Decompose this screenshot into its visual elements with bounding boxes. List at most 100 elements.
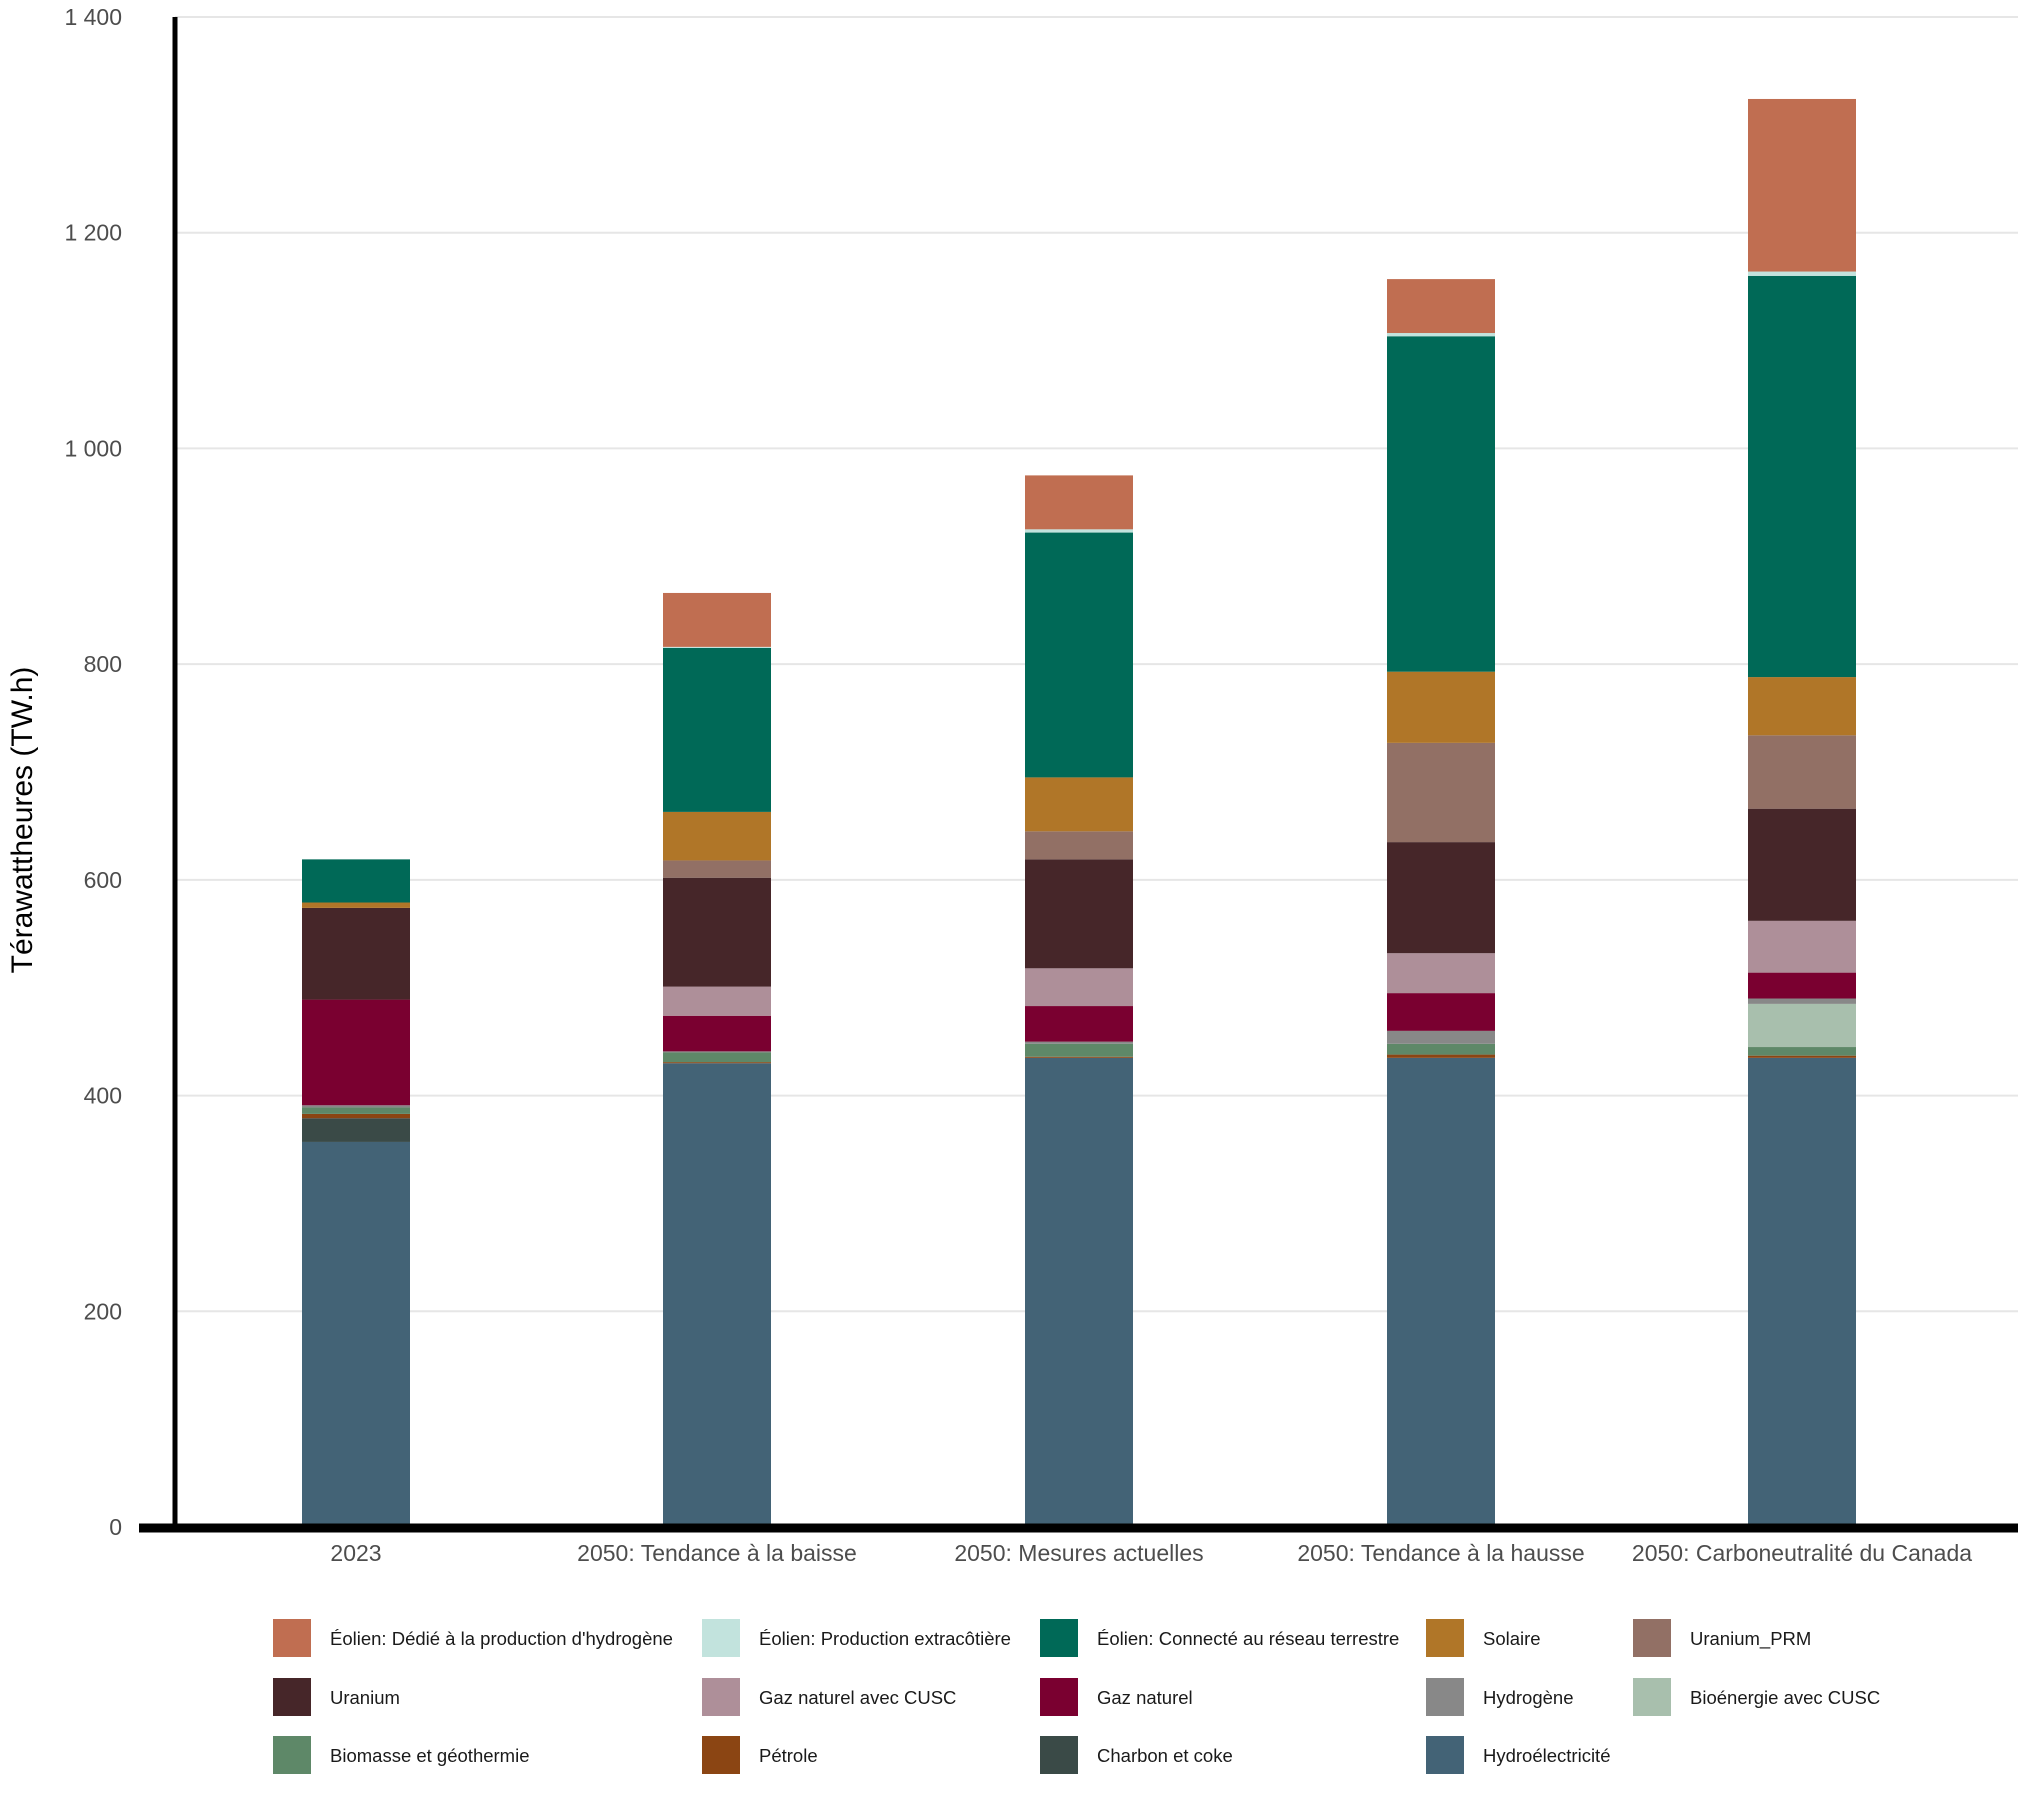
y-axis-label: Térawattheures (TW.h)	[6, 667, 39, 974]
bar-segment-eolien-connecte-au-reseau-terrestre-2050-carboneutralite-du-canada	[1748, 275, 1856, 678]
y-tick-label-400: 400	[84, 1083, 122, 1109]
legend-swatch-charbon-et-coke	[1040, 1736, 1078, 1774]
legend-swatch-uranium	[273, 1678, 311, 1716]
x-category-label-2050-tendance-a-la-baisse: 2050: Tendance à la baisse	[577, 1540, 857, 1566]
bar-segment-gaz-naturel-2050-mesures-actuelles	[1025, 1006, 1133, 1042]
bar-segment-gaz-naturel-2023	[302, 999, 410, 1106]
bar-segment-solaire-2050-tendance-a-la-hausse	[1387, 671, 1495, 743]
bar-segment-gaz-naturel-avec-cusc-2050-mesures-actuelles	[1025, 968, 1133, 1007]
bar-segment-hydrogene-2050-mesures-actuelles	[1025, 1041, 1133, 1044]
bar-segment-eolien-production-extracotiere-2050-carboneutralite-du-canada	[1748, 271, 1856, 276]
legend-swatch-eolien-production-extracotiere	[702, 1619, 740, 1657]
bar-segment-uranium-2050-mesures-actuelles	[1025, 859, 1133, 969]
legend-swatch-hydrogene	[1426, 1678, 1464, 1716]
y-tick-label-1200: 1 200	[64, 220, 122, 246]
legend-item-eolien-connecte-au-reseau-terrestre: Éolien: Connecté au réseau terrestre	[1040, 1619, 1399, 1657]
legend-swatch-gaz-naturel-avec-cusc	[702, 1678, 740, 1716]
legend-label-solaire: Solaire	[1483, 1628, 1541, 1649]
bar-segment-uranium-2050-tendance-a-la-hausse	[1387, 842, 1495, 954]
legend-item-uranium: Uranium	[273, 1678, 400, 1716]
legend-label-eolien-dedie-a-la-production-d-hydrogene: Éolien: Dédié à la production d'hydrogèn…	[330, 1628, 673, 1649]
legend-label-bioenergie-avec-cusc: Bioénergie avec CUSC	[1690, 1687, 1880, 1708]
bar-segment-eolien-connecte-au-reseau-terrestre-2050-mesures-actuelles	[1025, 532, 1133, 778]
legend-swatch-uranium-prm	[1633, 1619, 1671, 1657]
y-tick-label-600: 600	[84, 867, 122, 893]
bar-segment-solaire-2050-tendance-a-la-baisse	[663, 811, 771, 861]
bar-segment-uranium-2050-tendance-a-la-baisse	[663, 877, 771, 987]
bar-segment-solaire-2050-mesures-actuelles	[1025, 777, 1133, 832]
legend-swatch-biomasse-et-geothermie	[273, 1736, 311, 1774]
bar-segment-eolien-dedie-a-la-production-d-hydrogene-2050-mesures-actuelles	[1025, 475, 1133, 530]
x-category-label-2023: 2023	[330, 1540, 381, 1566]
bar-segment-petrole-2050-tendance-a-la-baisse	[663, 1062, 771, 1064]
legend-item-bioenergie-avec-cusc: Bioénergie avec CUSC	[1633, 1678, 1880, 1716]
legend-swatch-hydroelectricite	[1426, 1736, 1464, 1774]
legend-label-uranium-prm: Uranium_PRM	[1690, 1628, 1811, 1650]
bar-segment-gaz-naturel-2050-tendance-a-la-hausse	[1387, 993, 1495, 1031]
legend-item-charbon-et-coke: Charbon et coke	[1040, 1736, 1233, 1774]
bar-segment-petrole-2050-carboneutralite-du-canada	[1748, 1055, 1856, 1058]
legend-item-petrole: Pétrole	[702, 1736, 818, 1774]
legend-swatch-petrole	[702, 1736, 740, 1774]
bar-segment-petrole-2050-tendance-a-la-hausse	[1387, 1054, 1495, 1058]
bar-segment-biomasse-et-geothermie-2050-tendance-a-la-baisse	[663, 1052, 771, 1063]
legend-label-eolien-connecte-au-reseau-terrestre: Éolien: Connecté au réseau terrestre	[1097, 1628, 1399, 1649]
bar-segment-eolien-production-extracotiere-2050-mesures-actuelles	[1025, 529, 1133, 533]
bar-segment-gaz-naturel-2050-tendance-a-la-baisse	[663, 1015, 771, 1052]
bar-stack-2050-mesures-actuelles	[1025, 475, 1133, 1527]
legend-label-petrole: Pétrole	[759, 1745, 818, 1766]
bar-segment-biomasse-et-geothermie-2023	[302, 1107, 410, 1114]
bar-segment-petrole-2050-mesures-actuelles	[1025, 1056, 1133, 1058]
bar-segment-uranium-2050-carboneutralite-du-canada	[1748, 808, 1856, 921]
legend-swatch-bioenergie-avec-cusc	[1633, 1678, 1671, 1716]
x-category-label-2050-tendance-a-la-hausse: 2050: Tendance à la hausse	[1297, 1540, 1584, 1566]
legend-swatch-solaire	[1426, 1619, 1464, 1657]
bar-segment-eolien-connecte-au-reseau-terrestre-2050-tendance-a-la-baisse	[663, 647, 771, 812]
legend-label-hydrogene: Hydrogène	[1483, 1687, 1574, 1708]
bar-segment-hydrogene-2023	[302, 1105, 410, 1108]
bar-stack-2050-tendance-a-la-hausse	[1387, 279, 1495, 1527]
bar-segment-hydroelectricite-2050-mesures-actuelles	[1025, 1057, 1133, 1527]
legend-label-biomasse-et-geothermie: Biomasse et géothermie	[330, 1745, 530, 1766]
x-category-labels: 2023 2050: Tendance à la baisse 2050: Mesu…	[330, 1540, 1972, 1566]
bar-segment-eolien-dedie-a-la-production-d-hydrogene-2050-tendance-a-la-baisse	[663, 592, 771, 647]
bar-segment-uranium-prm-2050-tendance-a-la-baisse	[663, 860, 771, 878]
legend-label-gaz-naturel: Gaz naturel	[1097, 1687, 1193, 1708]
bar-segment-bioenergie-avec-cusc-2050-carboneutralite-du-canada	[1748, 1003, 1856, 1048]
bar-segment-eolien-dedie-a-la-production-d-hydrogene-2050-tendance-a-la-hausse	[1387, 279, 1495, 334]
bar-segment-hydroelectricite-2050-tendance-a-la-hausse	[1387, 1057, 1495, 1527]
bar-segment-petrole-2023	[302, 1113, 410, 1119]
legend-item-hydroelectricite: Hydroélectricité	[1426, 1736, 1611, 1774]
bar-segment-eolien-dedie-a-la-production-d-hydrogene-2050-carboneutralite-du-canada	[1748, 98, 1856, 272]
legend-item-gaz-naturel: Gaz naturel	[1040, 1678, 1193, 1716]
y-tick-label-800: 800	[84, 651, 122, 677]
bar-segment-biomasse-et-geothermie-2050-mesures-actuelles	[1025, 1043, 1133, 1057]
y-tick-label-0: 0	[109, 1514, 122, 1540]
x-category-label-2050-carboneutralite-du-canada: 2050: Carboneutralité du Canada	[1632, 1540, 1972, 1566]
bar-segment-uranium-prm-2050-tendance-a-la-hausse	[1387, 742, 1495, 843]
bar-segment-gaz-naturel-avec-cusc-2050-carboneutralite-du-canada	[1748, 920, 1856, 973]
legend: Éolien: Dédié à la production d'hydrogèn…	[273, 1619, 1880, 1774]
bar-segment-biomasse-et-geothermie-2050-carboneutralite-du-canada	[1748, 1047, 1856, 1056]
bar-segment-uranium-prm-2050-mesures-actuelles	[1025, 831, 1133, 860]
bar-segment-eolien-production-extracotiere-2050-tendance-a-la-baisse	[663, 646, 771, 648]
bar-segment-uranium-prm-2050-carboneutralite-du-canada	[1748, 735, 1856, 809]
bar-segment-gaz-naturel-2050-carboneutralite-du-canada	[1748, 972, 1856, 999]
bar-segment-solaire-2023	[302, 902, 410, 908]
legend-label-uranium: Uranium	[330, 1687, 400, 1708]
legend-item-uranium-prm: Uranium_PRM	[1633, 1619, 1811, 1657]
legend-item-eolien-production-extracotiere: Éolien: Production extracôtière	[702, 1619, 1011, 1657]
y-tick-labels: 0 200 400 600 800 1 000 1 200 1 400	[64, 4, 122, 1540]
x-category-label-2050-mesures-actuelles: 2050: Mesures actuelles	[954, 1540, 1203, 1566]
y-tick-label-1000: 1 000	[64, 435, 122, 461]
bar-segment-gaz-naturel-avec-cusc-2050-tendance-a-la-hausse	[1387, 953, 1495, 994]
bar-segment-hydroelectricite-2050-tendance-a-la-baisse	[663, 1063, 771, 1527]
bar-segment-solaire-2050-carboneutralite-du-canada	[1748, 677, 1856, 736]
bar-segment-eolien-connecte-au-reseau-terrestre-2023	[302, 859, 410, 903]
bar-segment-hydrogene-2050-carboneutralite-du-canada	[1748, 998, 1856, 1004]
legend-item-eolien-dedie-a-la-production-d-hydrogene: Éolien: Dédié à la production d'hydrogèn…	[273, 1619, 673, 1657]
bar-stack-2023	[302, 859, 410, 1527]
bar-stack-2050-carboneutralite-du-canada	[1748, 98, 1856, 1527]
legend-label-charbon-et-coke: Charbon et coke	[1097, 1745, 1233, 1766]
